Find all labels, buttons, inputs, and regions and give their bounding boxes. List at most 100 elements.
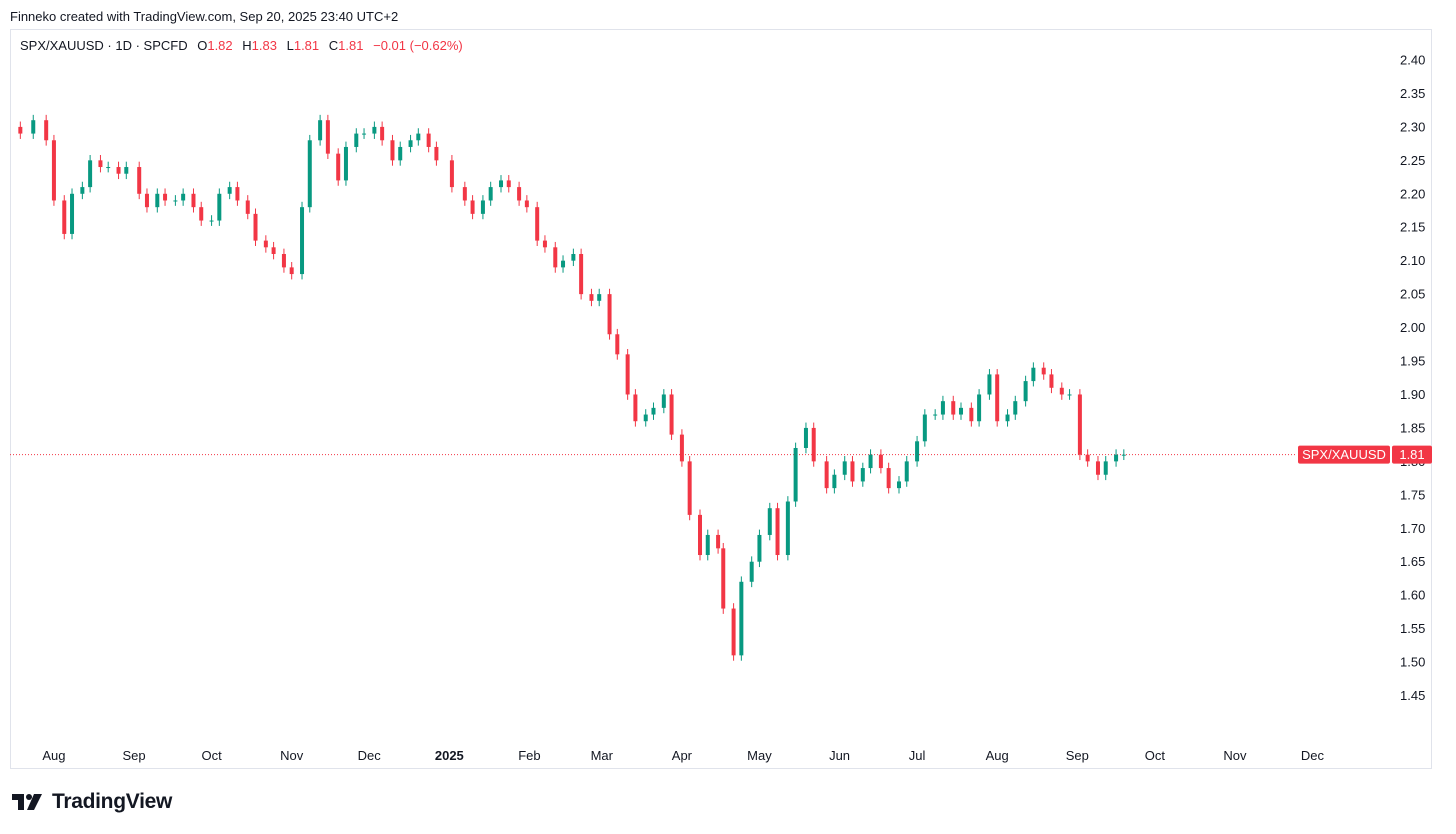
candle bbox=[18, 121, 23, 139]
x-tick-label: Sep bbox=[122, 748, 145, 763]
y-tick-label: 2.35 bbox=[1400, 86, 1425, 101]
candle-body bbox=[535, 207, 540, 241]
candle-body bbox=[625, 354, 630, 395]
candle-body bbox=[499, 180, 504, 188]
candle bbox=[721, 542, 726, 614]
candle bbox=[793, 442, 798, 507]
candle-body bbox=[1067, 394, 1072, 396]
candle bbox=[896, 476, 901, 494]
candle bbox=[517, 181, 522, 206]
x-tick-label: Oct bbox=[201, 748, 222, 763]
candle-body bbox=[977, 394, 982, 422]
candle bbox=[597, 288, 602, 307]
candle bbox=[488, 181, 493, 206]
candle-body bbox=[408, 140, 413, 147]
candle-body bbox=[793, 447, 798, 502]
candle-body bbox=[896, 481, 901, 489]
footer-brand[interactable]: TradingView bbox=[12, 790, 172, 814]
candle-body bbox=[589, 294, 594, 301]
candle bbox=[155, 188, 160, 213]
candle-body bbox=[155, 193, 160, 208]
candle-body bbox=[1013, 401, 1018, 415]
candle-body bbox=[860, 468, 865, 482]
candle bbox=[951, 395, 956, 420]
candle-body bbox=[878, 454, 883, 469]
candle-body bbox=[354, 133, 359, 147]
candle-body bbox=[803, 427, 808, 448]
y-tick-label: 2.30 bbox=[1400, 119, 1425, 134]
candle bbox=[318, 114, 323, 146]
candle bbox=[698, 509, 702, 561]
x-tick-label: Jul bbox=[909, 748, 926, 763]
candle bbox=[62, 195, 67, 240]
candle-body bbox=[940, 401, 945, 415]
candle-body bbox=[915, 441, 920, 462]
candle-body bbox=[579, 253, 584, 295]
candle-body bbox=[217, 193, 222, 221]
candle bbox=[824, 456, 829, 494]
candle bbox=[98, 154, 103, 173]
candle-body bbox=[173, 200, 178, 202]
candle bbox=[1095, 456, 1100, 481]
candle-body bbox=[416, 133, 421, 141]
candle bbox=[767, 502, 772, 541]
candle-body bbox=[336, 153, 341, 181]
candle bbox=[506, 175, 511, 193]
candle bbox=[775, 502, 780, 561]
candle bbox=[977, 389, 982, 427]
x-tick-label: Dec bbox=[358, 748, 382, 763]
candle bbox=[716, 529, 721, 554]
candle bbox=[426, 128, 431, 153]
y-tick-label: 1.60 bbox=[1400, 588, 1425, 603]
candle-body bbox=[597, 294, 602, 301]
candle bbox=[31, 114, 36, 139]
candle-body bbox=[824, 461, 829, 489]
candle-body bbox=[263, 240, 268, 248]
candle bbox=[124, 161, 129, 180]
legend-high-value: 1.83 bbox=[251, 38, 277, 53]
candle bbox=[1121, 449, 1126, 461]
candle-body bbox=[116, 167, 121, 174]
candle bbox=[1114, 449, 1119, 467]
candle-body bbox=[318, 120, 323, 141]
candle-body bbox=[1059, 387, 1064, 395]
candle-body bbox=[705, 534, 710, 556]
legend-open-value: 1.82 bbox=[207, 38, 233, 53]
candle-body bbox=[969, 407, 974, 422]
candle bbox=[749, 556, 754, 588]
candle-body bbox=[842, 461, 847, 475]
candle-body bbox=[271, 247, 276, 254]
y-tick-label: 2.00 bbox=[1400, 320, 1425, 335]
candle-body bbox=[995, 374, 1000, 422]
y-tick-label: 1.90 bbox=[1400, 387, 1425, 402]
legend-open-label: O bbox=[197, 38, 208, 53]
candle bbox=[88, 154, 93, 193]
candle-body bbox=[343, 146, 348, 181]
candle-body bbox=[959, 407, 964, 415]
y-tick-label: 1.70 bbox=[1400, 521, 1425, 536]
candle bbox=[868, 449, 873, 474]
candle-body bbox=[390, 140, 395, 161]
candle-body bbox=[669, 394, 674, 435]
candle-body bbox=[1005, 414, 1010, 422]
candle-body bbox=[281, 253, 286, 268]
candle bbox=[434, 141, 439, 166]
candle bbox=[1103, 456, 1108, 481]
candle-body bbox=[380, 126, 385, 141]
candle-body bbox=[922, 414, 927, 442]
candle-body bbox=[307, 140, 312, 208]
candle bbox=[1031, 362, 1036, 387]
candle-body bbox=[434, 146, 439, 161]
tradingview-logo-icon bbox=[12, 794, 42, 810]
candle-body bbox=[1121, 454, 1126, 456]
candle bbox=[1067, 389, 1072, 400]
candle bbox=[181, 188, 186, 206]
candle bbox=[449, 154, 454, 193]
y-tick-label: 1.95 bbox=[1400, 354, 1425, 369]
price-tag-symbol-box bbox=[1298, 445, 1390, 464]
x-tick-label: Aug bbox=[42, 748, 65, 763]
candle-body bbox=[426, 133, 431, 147]
candle bbox=[803, 422, 808, 454]
candle bbox=[80, 181, 85, 200]
